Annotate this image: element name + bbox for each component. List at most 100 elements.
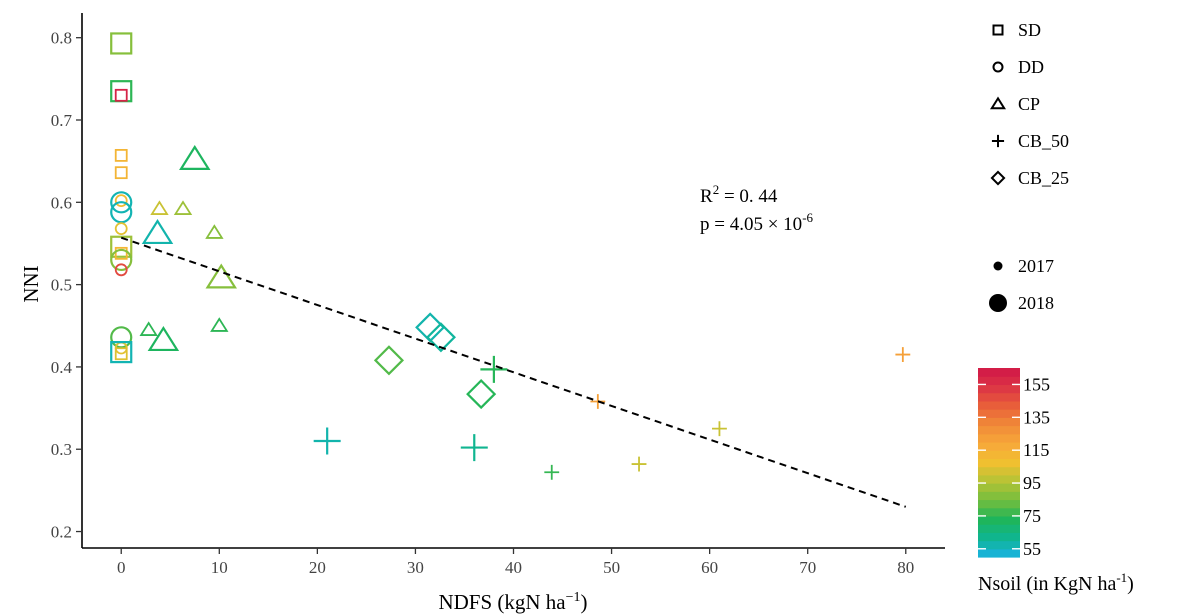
data-point [712, 421, 727, 437]
data-point [425, 322, 456, 353]
x-axis-ticks: 0 10 20 30 40 50 60 70 80 [117, 548, 914, 577]
x-tick-label: 50 [603, 558, 620, 577]
data-point [110, 341, 133, 364]
data-point [114, 88, 128, 102]
colorbar-tick-label: 75 [1023, 506, 1041, 526]
colorbar-segment [978, 392, 1020, 402]
data-point [460, 434, 488, 462]
colorbar-segment [978, 466, 1020, 476]
colorbar-legend: 55 75 95 115 135 155 [978, 368, 1050, 559]
y-tick-label: 0.8 [51, 29, 72, 48]
colorbar-segment [978, 524, 1020, 533]
dot-icon [993, 261, 1003, 271]
colorbar-segment [978, 515, 1020, 525]
colorbar-segment [978, 409, 1020, 418]
legend-label: CB_50 [1018, 131, 1069, 151]
x-tick-label: 80 [897, 558, 914, 577]
legend-label: CB_25 [1018, 168, 1069, 188]
y-tick-label: 0.5 [51, 276, 72, 295]
data-point [205, 263, 237, 289]
colorbar-segment [978, 540, 1020, 550]
legend-label: 2018 [1018, 293, 1054, 313]
circle-icon [992, 61, 1004, 73]
data-point [114, 246, 128, 260]
data-point [631, 456, 647, 472]
colorbar-segment [978, 433, 1020, 443]
x-tick-label: 10 [211, 558, 228, 577]
x-tick-label: 30 [407, 558, 424, 577]
y-tick-label: 0.6 [51, 193, 72, 212]
colorbar-tick-label: 115 [1023, 440, 1049, 460]
legend-label: CP [1018, 94, 1040, 114]
y-tick-label: 0.3 [51, 440, 72, 459]
square-icon [992, 24, 1004, 36]
data-point [141, 219, 174, 245]
data-point [114, 194, 128, 208]
data-point [110, 80, 133, 103]
data-point [173, 200, 193, 215]
data-point [205, 224, 224, 239]
y-tick-label: 0.4 [51, 358, 73, 377]
colorbar-segment [978, 376, 1020, 386]
colorbar-tick-label: 155 [1023, 374, 1050, 394]
colorbar-segment [978, 425, 1020, 435]
plot-marks [110, 32, 911, 508]
data-point [544, 464, 560, 480]
data-point [110, 248, 133, 272]
colorbar-segment [978, 474, 1020, 484]
legend-item-dd: DD [992, 57, 1044, 77]
diamond-icon [990, 170, 1006, 186]
legend-label: DD [1018, 57, 1044, 77]
data-point [179, 144, 211, 170]
legend-label: SD [1018, 20, 1041, 40]
data-point [114, 222, 128, 236]
colorbar-segment [978, 441, 1020, 451]
y-tick-label: 0.7 [51, 111, 73, 130]
regression-annotation: R2 = 0. 44 p = 4.05 × 10-6 [700, 182, 814, 235]
data-point [373, 345, 405, 376]
plus-icon [991, 134, 1005, 148]
shape-legend: SD DD CP CB_50 CB_25 [990, 20, 1069, 188]
data-point [480, 355, 508, 383]
colorbar-segment [978, 417, 1020, 427]
x-axis-title: NDFS (kgN ha−1) [438, 590, 587, 614]
legend-item-sd: SD [992, 20, 1041, 40]
data-point [150, 200, 169, 215]
legend-item-cp: CP [990, 94, 1040, 114]
y-axis-title: NNI [19, 265, 43, 302]
data-point [139, 321, 158, 336]
legend-label: 2017 [1018, 256, 1054, 276]
data-point [466, 379, 497, 410]
x-tick-label: 60 [701, 558, 718, 577]
colorbar-segment [978, 548, 1020, 558]
x-tick-label: 40 [505, 558, 522, 577]
x-tick-label: 20 [309, 558, 326, 577]
colorbar-segment [978, 507, 1020, 517]
colorbar-tick-label: 135 [1023, 407, 1050, 427]
data-point [110, 201, 133, 224]
data-point [313, 427, 341, 455]
colorbar-segment [978, 532, 1020, 542]
x-tick-label: 70 [799, 558, 816, 577]
colorbar-tick-label: 95 [1023, 473, 1041, 493]
dot-icon [989, 294, 1007, 312]
y-tick-label: 0.2 [51, 523, 72, 542]
colorbar-segment [978, 491, 1020, 501]
data-point [210, 317, 229, 332]
r-squared-label: R2 = 0. 44 [700, 182, 778, 207]
colorbar-segment [978, 368, 1020, 377]
colorbar-title: Nsoil (in KgN ha-1) [978, 570, 1134, 595]
data-point [114, 166, 128, 180]
data-point [110, 191, 133, 214]
colorbar-tick-label: 55 [1023, 539, 1041, 559]
data-point [590, 394, 606, 409]
colorbar-segment [978, 483, 1020, 492]
data-point [114, 148, 128, 162]
data-point [415, 312, 446, 343]
regression-line [120, 236, 907, 508]
legend-item-2018: 2018 [989, 293, 1054, 313]
size-legend: 2017 2018 [989, 256, 1054, 313]
legend-item-2017: 2017 [993, 256, 1054, 276]
data-point [110, 326, 133, 349]
